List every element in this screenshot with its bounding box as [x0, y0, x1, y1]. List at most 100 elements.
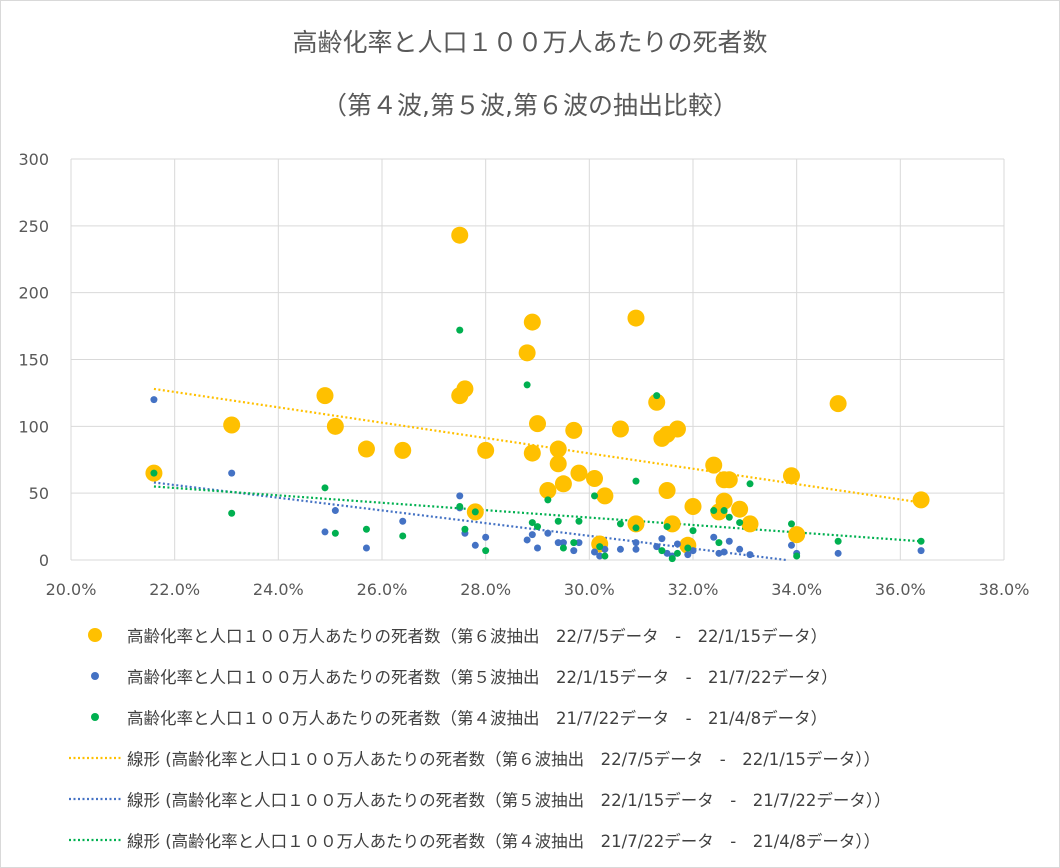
data-point-series-1	[394, 441, 412, 459]
y-tick-label: 300	[18, 150, 49, 169]
x-tick-label: 24.0%	[253, 580, 304, 599]
data-point-series-2	[471, 541, 479, 549]
data-point-series-1	[223, 416, 241, 434]
data-point-series-2	[362, 544, 370, 552]
data-point-series-3	[601, 552, 609, 560]
data-point-series-2	[616, 545, 624, 553]
x-tick-label: 28.0%	[460, 580, 511, 599]
data-point-series-3	[653, 392, 661, 400]
data-point-series-3	[321, 484, 329, 492]
data-point-series-3	[559, 544, 567, 552]
data-point-series-2	[528, 531, 536, 539]
data-point-series-2	[544, 529, 552, 537]
grid-lines	[70, 158, 1005, 561]
y-tick-label: 0	[39, 551, 49, 570]
data-point-series-1	[782, 467, 800, 485]
data-point-series-3	[725, 513, 733, 521]
data-point-series-2	[689, 547, 697, 555]
legend-item-trendline-1: 線形 (高齢化率と人口１００万人あたりの死者数（第６波抽出 22/7/5データ …	[61, 740, 1051, 781]
data-point-series-1	[720, 471, 738, 489]
data-point-series-3	[461, 525, 469, 533]
legend-item-trendline-2: 線形 (高齢化率と人口１００万人あたりの死者数（第５波抽出 22/1/15データ…	[61, 781, 1051, 822]
data-point-series-1	[829, 395, 847, 413]
data-point-series-2	[559, 539, 567, 547]
data-point-series-3	[736, 519, 744, 527]
data-point-series-2	[523, 536, 531, 544]
data-point-series-3	[596, 543, 604, 551]
data-point-series-3	[528, 519, 536, 527]
legend-marker-dot	[91, 713, 99, 721]
data-point-series-2	[399, 517, 407, 525]
data-point-series-2	[331, 507, 339, 515]
legend-dot	[88, 628, 102, 642]
data-point-series-3	[331, 529, 339, 537]
data-point-series-2	[663, 549, 671, 557]
legend-marker-line	[69, 797, 121, 801]
chart-title: 高齢化率と人口１００万人あたりの死者数	[292, 28, 768, 57]
data-point-series-1	[912, 491, 930, 509]
legend-dot	[91, 672, 99, 680]
legend-marker-line	[69, 838, 121, 842]
data-point-series-2	[736, 545, 744, 553]
data-point-series-3	[554, 517, 562, 525]
x-tick-label: 20.0%	[46, 580, 97, 599]
data-point-series-3	[591, 492, 599, 500]
data-point-series-3	[689, 527, 697, 535]
data-point-series-2	[601, 545, 609, 553]
legend-item-series-2: 高齢化率と人口１００万人あたりの死者数（第５波抽出 22/1/15データ - 2…	[61, 658, 1051, 699]
data-point-series-3	[834, 537, 842, 545]
data-point-series-1	[611, 420, 629, 438]
data-point-series-1	[705, 456, 723, 474]
data-point-series-2	[591, 548, 599, 556]
data-point-series-3	[575, 517, 583, 525]
data-point-series-2	[673, 540, 681, 548]
data-point-series-2	[534, 544, 541, 552]
data-point-series-1	[518, 344, 536, 362]
x-tick-label: 30.0%	[564, 580, 615, 599]
data-point-series-3	[715, 539, 723, 547]
y-tick-label: 250	[18, 217, 49, 236]
trendline-3	[153, 485, 922, 543]
data-point-series-1	[357, 440, 375, 458]
legend-marker-dot	[88, 628, 102, 642]
trendlines	[153, 387, 922, 562]
axis-tick-labels: 20.0% 22.0% 24.0% 26.0% 28.0% 30.0% 32.0% 34.0%…	[18, 150, 1029, 599]
data-point-series-3	[523, 381, 531, 389]
data-point-series-1	[658, 481, 676, 499]
legend-item-trendline-3: 線形 (高齢化率と人口１００万人あたりの死者数（第４波抽出 21/7/22データ…	[61, 822, 1051, 863]
data-point-series-3	[482, 547, 490, 555]
data-point-series-3	[456, 326, 464, 334]
data-point-series-2	[554, 539, 562, 547]
data-point-series-1	[554, 475, 572, 493]
data-point-series-3	[787, 520, 795, 528]
data-point-series-3	[663, 523, 671, 531]
data-point-series-1	[684, 498, 702, 516]
data-point-series-1	[741, 515, 759, 533]
data-point-series-3	[228, 509, 236, 517]
data-point-series-2	[746, 551, 754, 559]
x-tick-label: 36.0%	[875, 580, 926, 599]
data-point-series-2	[596, 552, 604, 560]
data-point-series-1	[586, 469, 604, 487]
data-point-series-2	[632, 545, 640, 553]
data-point-series-1	[529, 415, 546, 433]
data-point-series-3	[668, 555, 676, 563]
data-point-series-2	[321, 528, 329, 536]
legend-label: 線形 (高齢化率と人口１００万人あたりの死者数（第５波抽出 22/1/15データ…	[127, 791, 891, 810]
data-point-series-2	[653, 543, 661, 551]
data-point-series-1	[565, 421, 583, 439]
legend-dot	[91, 713, 99, 721]
data-point-series-2	[658, 535, 666, 543]
data-point-series-3	[534, 523, 541, 531]
y-tick-label: 150	[18, 351, 49, 370]
data-point-series-1	[539, 481, 557, 499]
x-tick-label: 32.0%	[668, 580, 719, 599]
data-point-series-3	[684, 544, 692, 552]
scatter-plot: 20.0% 22.0% 24.0% 26.0% 28.0% 30.0% 32.0% 34.0%…	[18, 150, 1029, 599]
y-tick-label: 100	[18, 417, 49, 436]
data-point-series-1	[627, 515, 645, 533]
x-tick-label: 38.0%	[979, 580, 1030, 599]
data-point-series-3	[570, 539, 578, 547]
data-point-series-1	[668, 420, 686, 438]
data-point-series-1	[627, 309, 645, 327]
